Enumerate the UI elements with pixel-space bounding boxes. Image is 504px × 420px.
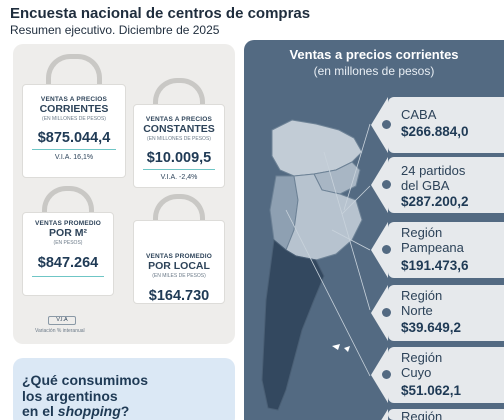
region-name: Región [401,288,443,303]
tag-hole [382,370,391,379]
bag-handle [153,194,205,224]
regions-subtitle: (en millones de pesos) [313,64,435,78]
region-name: 24 partidos [401,163,466,178]
bag-value: $847.264 [37,255,99,271]
question-line3-italic: shopping [57,403,121,419]
region-value: $51.062,1 [401,383,462,398]
bag-label-line2: CONSTANTES [143,123,215,135]
map-connector-lines [285,123,371,377]
map-region-patagonia [261,239,325,411]
question-line3: en el shopping? [22,403,148,420]
bag-label-note: (EN PESOS) [53,240,83,246]
region-name-2: Norte [401,303,433,318]
page-subtitle: Resumen ejecutivo. Diciembre de 2025 [10,23,220,37]
region-tag-cuyo: Región Cuyo $51.062,1 [371,347,504,403]
region-tag-pampeana: Región Pampeana $191.473,6 [371,222,504,278]
region-name-2: del GBA [401,178,450,193]
bag-label-line2: POR M² [49,227,87,239]
region-name: Región [401,409,443,420]
bag-label-line1: VENTAS A PRECIOS [40,96,108,103]
bag-via: V.I.A. 16,1% [54,154,94,161]
region-tag-caba: CABA $266.884,0 [371,97,504,153]
bag-label-line2: CORRIENTES [39,103,109,115]
region-name-2: Cuyo [401,365,432,380]
tag-hole [382,180,391,189]
question-heading: ¿Qué consumimos los argentinos en el sho… [22,372,149,420]
region-tag-partial: Región [371,409,504,420]
question-line3-pre: en el [22,403,58,419]
bag-ventas-m2: VENTAS PROMEDIO POR M² (EN PESOS) $847.2… [22,186,114,296]
divider [32,149,116,150]
region-name: CABA [401,107,437,122]
bag-handle [42,186,94,216]
regions-title: Ventas a precios corrientes [289,47,459,62]
question-panel [13,358,235,420]
region-tag-gba: 24 partidos del GBA $287.200,2 [371,157,504,213]
tag-hole [382,245,391,254]
divider [32,276,104,277]
bag-body [22,212,114,296]
bag-body [133,220,225,304]
bag-value: $875.044,4 [37,130,111,146]
page-title: Encuesta nacional de centros de compras [10,5,311,22]
bag-body [133,104,225,188]
bag-body [22,84,126,178]
via-legend-box: V.I.A [48,316,76,325]
region-name-2: Pampeana [401,240,464,255]
question-line3-post: ? [120,403,130,419]
region-value: $191.473,6 [401,258,469,273]
map-region-pampeana [285,173,363,261]
region-value: $287.200,2 [401,194,469,209]
bag-label-note: (EN MILLONES DE PESOS) [42,116,106,122]
bag-label-line1: VENTAS PROMEDIO [145,253,213,260]
bag-ventas-local: VENTAS PROMEDIO POR LOCAL (EN MILES DE P… [133,194,225,304]
bag-handle [153,78,205,108]
bag-via: V.I.A. -2,4% [160,174,198,181]
divider [143,169,215,170]
question-line1: ¿Qué consumimos [22,372,149,388]
bag-label-note: (EN MILLONES DE PESOS) [147,136,211,142]
region-name: Región [401,350,443,365]
map-islands [332,344,350,352]
region-name: Región [401,225,443,240]
bag-label-line1: VENTAS PROMEDIO [34,220,102,227]
region-tag-norte: Región Norte $39.649,2 [371,285,504,341]
region-value: $39.649,2 [401,320,462,335]
bag-ventas-corrientes: VENTAS A PRECIOS CORRIENTES (EN MILLONES… [22,54,126,178]
bag-ventas-constantes: VENTAS A PRECIOS CONSTANTES (EN MILLONES… [133,78,225,188]
bag-label-line2: POR LOCAL [148,260,210,272]
bag-handle [46,54,102,88]
via-legend-text: Variación % interanual [35,328,85,334]
bag-label-line1: VENTAS A PRECIOS [145,116,213,123]
bag-label-note: (EN MILES DE PESOS) [152,273,206,279]
bag-value: $10.009,5 [146,150,212,166]
tag-hole [382,120,391,129]
argentina-map [261,119,371,411]
bag-value: $164.730 [148,288,210,304]
tag-hole [382,308,391,317]
question-line2: los argentinos [22,387,118,404]
region-value: $266.884,0 [401,124,469,139]
